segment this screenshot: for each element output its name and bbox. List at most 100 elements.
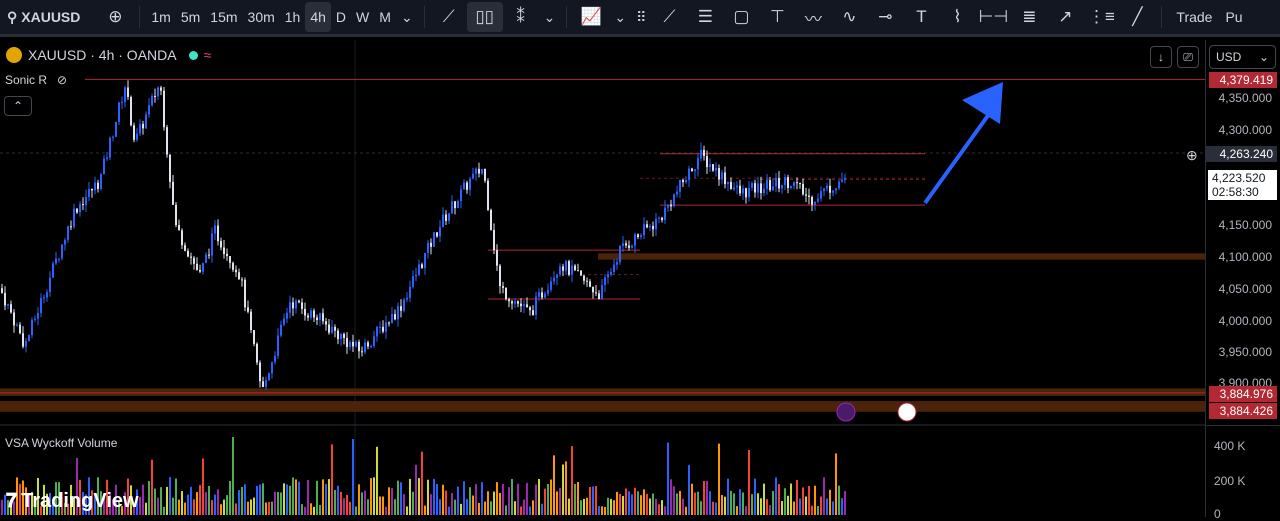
- price-tick: 4,100.000: [1218, 250, 1272, 264]
- candle-body: [460, 189, 462, 202]
- candle-body: [457, 201, 459, 209]
- candle-body: [91, 188, 93, 191]
- wave-count-icon[interactable]: ∿: [842, 7, 857, 26]
- symbol-search[interactable]: ⚲ XAUUSD: [2, 2, 85, 32]
- interval-4h[interactable]: 4h: [305, 2, 331, 32]
- candle-body: [241, 279, 243, 281]
- candle-body: [517, 301, 519, 304]
- interval-30m[interactable]: 30m: [247, 9, 275, 25]
- candle-body: [43, 297, 45, 299]
- candle-body: [817, 198, 819, 202]
- price-axis[interactable]: USD ⌄ 4,350.000 4,300.000 4,150.000 4,100…: [1186, 40, 1280, 521]
- candle-body: [292, 302, 294, 309]
- supply-demand-zone: [0, 401, 1205, 412]
- volume-bar: [382, 496, 384, 515]
- path-icon[interactable]: ⌇: [953, 7, 962, 26]
- interval-1h[interactable]: 1h: [284, 9, 301, 25]
- line-chart-icon[interactable]: ⟋: [442, 7, 455, 26]
- volume-bar: [46, 493, 48, 515]
- indicators-chevron-icon[interactable]: ⌄: [614, 8, 627, 25]
- volume-bar: [439, 499, 441, 515]
- trade-button[interactable]: Trade: [1176, 9, 1213, 25]
- candle-body: [253, 330, 255, 344]
- candle-body: [259, 362, 261, 382]
- volume-bar: [265, 502, 267, 515]
- candle-body: [667, 204, 669, 208]
- candle-body: [370, 346, 372, 348]
- candle-body: [109, 137, 111, 158]
- volume-bar: [451, 493, 453, 515]
- volume-bar: [634, 487, 636, 515]
- candle-body: [394, 314, 396, 320]
- interval-dropdown-chevron-icon[interactable]: ⌄: [400, 8, 413, 25]
- candle-body: [634, 234, 636, 246]
- candle-body: [208, 254, 210, 256]
- volume-bar: [91, 490, 93, 515]
- auto-fit-button[interactable]: ⎚: [1177, 46, 1199, 68]
- eye-hidden-icon[interactable]: ⊘: [57, 73, 68, 87]
- candlestick-icon[interactable]: ▯▯: [466, 2, 503, 32]
- interval-M[interactable]: M: [379, 9, 391, 25]
- indicators-icon[interactable]: 📈: [580, 7, 602, 26]
- collapse-legend-button[interactable]: ⌃: [4, 96, 32, 116]
- volume-bar: [505, 505, 507, 515]
- interval-W[interactable]: W: [356, 9, 370, 25]
- date-range-icon[interactable]: ⊢⊣: [978, 7, 1009, 26]
- candle-body: [427, 242, 429, 253]
- publish-button[interactable]: Pu: [1225, 9, 1243, 25]
- add-symbol-button[interactable]: ⊕: [108, 7, 123, 26]
- trend-line-icon[interactable]: ⟋: [663, 7, 676, 26]
- horizontal-line-icon[interactable]: ⊸: [878, 7, 893, 26]
- drag-handle-icon[interactable]: ⠿: [636, 8, 647, 25]
- indicator-name[interactable]: Sonic R: [5, 73, 48, 87]
- candle-body: [619, 245, 621, 263]
- chart-type-chevron-icon[interactable]: ⌄: [543, 8, 556, 25]
- candle-body: [70, 226, 72, 228]
- volume-bar: [706, 480, 708, 515]
- volume-bar: [328, 479, 330, 515]
- text-icon[interactable]: T: [916, 7, 927, 26]
- volume-bar: [229, 480, 231, 515]
- candle-body: [211, 233, 213, 256]
- interval-D[interactable]: D: [335, 9, 347, 25]
- pane-divider[interactable]: [1206, 425, 1280, 426]
- candle-body: [310, 310, 312, 318]
- elliott-wave-icon[interactable]: 〰: [804, 9, 822, 29]
- add-alert-plus-icon[interactable]: ⊕: [1186, 147, 1198, 163]
- scroll-to-latest-button[interactable]: ↓: [1150, 46, 1172, 68]
- volume-bar: [712, 501, 714, 515]
- volume-bar: [253, 497, 255, 515]
- arrow-icon[interactable]: ↗: [1058, 7, 1073, 26]
- price-chart[interactable]: [0, 40, 1205, 517]
- candle-body: [736, 185, 738, 188]
- price-range-icon[interactable]: ⊤: [770, 7, 785, 26]
- volume-bar: [490, 501, 492, 515]
- gann-icon[interactable]: ≣: [1022, 7, 1037, 26]
- volume-bar: [154, 488, 156, 515]
- volume-bar: [559, 487, 561, 515]
- volume-bar: [310, 503, 312, 515]
- candle-body: [355, 341, 357, 347]
- candle-body: [247, 307, 249, 312]
- interval-5m[interactable]: 5m: [180, 9, 201, 25]
- candle-body: [535, 296, 537, 315]
- volume-bar: [829, 489, 831, 515]
- point-figure-icon[interactable]: ⁑: [516, 7, 525, 26]
- volume-bar: [820, 496, 822, 515]
- candle-body: [787, 177, 789, 188]
- ray-icon[interactable]: ╱: [1132, 7, 1143, 26]
- volume-bar: [61, 492, 63, 515]
- volume-bar: [301, 504, 303, 515]
- crosshair-price-label: 4,263.240: [1206, 146, 1277, 162]
- candle-body: [715, 168, 717, 171]
- candle-body: [274, 355, 276, 363]
- volume-bar: [142, 484, 144, 515]
- volume-bar: [442, 484, 444, 515]
- interval-1m[interactable]: 1m: [151, 9, 171, 25]
- currency-select[interactable]: USD ⌄: [1209, 45, 1276, 69]
- rectangle-icon[interactable]: ▢: [733, 7, 750, 26]
- volume-bar: [157, 497, 159, 515]
- parallel-channel-icon[interactable]: ⋮≡: [1087, 7, 1115, 26]
- interval-15m[interactable]: 15m: [210, 9, 238, 25]
- fib-icon[interactable]: ☰: [697, 7, 714, 26]
